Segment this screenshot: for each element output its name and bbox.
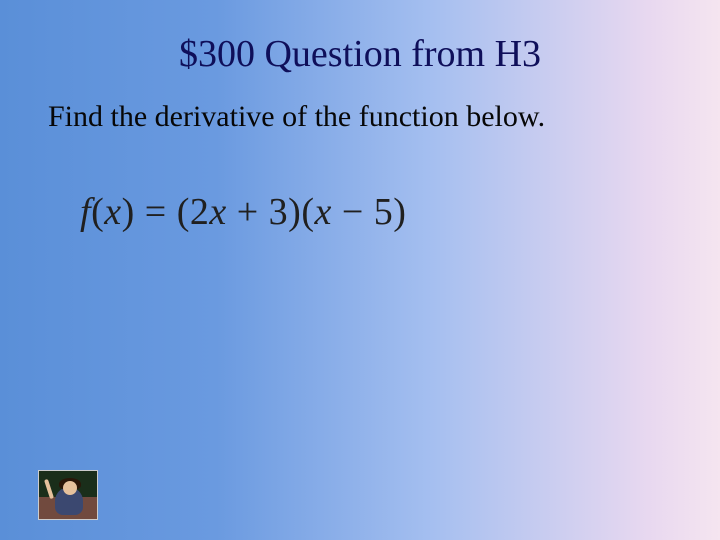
group1-coef: 2 [190,191,210,233]
paren-close: ) [122,191,135,233]
group2-close: ) [393,191,406,233]
group1-const: 3 [269,191,289,233]
group2-open: ( [301,191,314,233]
group1-op: + [227,191,269,233]
paren-open: ( [91,191,104,233]
slide-title: $300 Question from H3 [0,0,720,76]
formula: f(x) = (2x + 3)(x − 5) [80,190,406,234]
fn-name: f [80,191,91,233]
head-shape [63,481,77,495]
group1-var: x [209,191,226,233]
group2-const: 5 [374,191,394,233]
slide: $300 Question from H3 Find the derivativ… [0,0,720,540]
slide-instruction: Find the derivative of the function belo… [0,76,720,134]
group1-open: ( [177,191,190,233]
teacher-icon [38,470,98,520]
group2-var: x [314,191,331,233]
fn-var: x [104,191,121,233]
group2-op: − [332,191,374,233]
group1-close: ) [288,191,301,233]
equals: = [135,191,177,233]
